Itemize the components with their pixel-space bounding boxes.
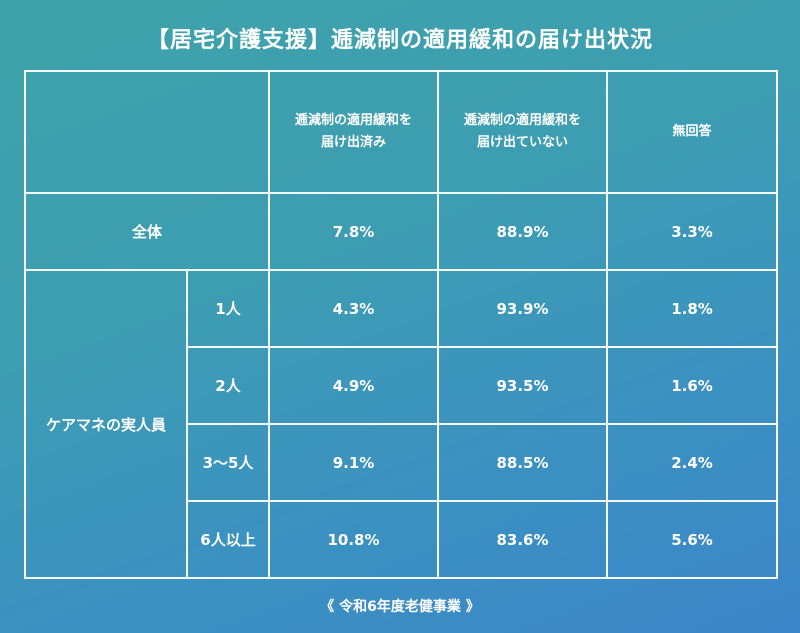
cell-not-submitted: 93.5% <box>437 346 608 425</box>
header-no-answer: 無回答 <box>606 70 778 194</box>
row-label-overall: 全体 <box>24 192 270 271</box>
table-row: ケアマネの実人員 1人 4.3% 93.9% 1.8% <box>24 269 778 579</box>
row-label: 1人 <box>186 269 270 348</box>
cell-no-answer: 1.6% <box>606 346 778 425</box>
header-submitted: 逓減制の適用緩和を 届け出済み <box>268 70 439 194</box>
table-row: 3〜5人 9.1% 88.5% 2.4% <box>25 423 778 502</box>
cell-overall-no-answer: 3.3% <box>606 192 778 271</box>
cell-not-submitted: 88.5% <box>437 423 608 502</box>
group-label: ケアマネの実人員 <box>24 269 188 579</box>
page-title: 【居宅介護支援】逓減制の適用緩和の届け出状況 <box>146 28 653 53</box>
table-row-overall: 全体 7.8% 88.9% 3.3% <box>24 192 778 271</box>
cell-submitted: 10.8% <box>268 500 439 579</box>
row-label: 2人 <box>186 346 270 425</box>
cell-not-submitted: 83.6% <box>437 500 608 579</box>
row-label: 3〜5人 <box>186 423 270 502</box>
cell-no-answer: 1.8% <box>606 269 778 348</box>
header-corner <box>24 70 270 194</box>
header-not-submitted: 逓減制の適用緩和を 届け出ていない <box>437 70 608 194</box>
data-table: 逓減制の適用緩和を 届け出済み 逓減制の適用緩和を 届け出ていない 無回答 全体… <box>24 70 778 579</box>
table-row: 6人以上 10.8% 83.6% 5.6% <box>25 500 778 579</box>
row-label: 6人以上 <box>186 500 270 579</box>
source-note: 《 令和6年度老健事業 》 <box>320 599 480 615</box>
header-row: 逓減制の適用緩和を 届け出済み 逓減制の適用緩和を 届け出ていない 無回答 <box>24 70 778 194</box>
cell-submitted: 9.1% <box>268 423 439 502</box>
cell-no-answer: 2.4% <box>606 423 778 502</box>
cell-submitted: 4.9% <box>268 346 439 425</box>
cell-no-answer: 5.6% <box>606 500 778 579</box>
cell-overall-not-submitted: 88.9% <box>437 192 608 271</box>
cell-overall-submitted: 7.8% <box>268 192 439 271</box>
table-row: 2人 4.9% 93.5% 1.6% <box>25 346 778 425</box>
cell-not-submitted: 93.9% <box>437 269 608 348</box>
cell-submitted: 4.3% <box>268 269 439 348</box>
